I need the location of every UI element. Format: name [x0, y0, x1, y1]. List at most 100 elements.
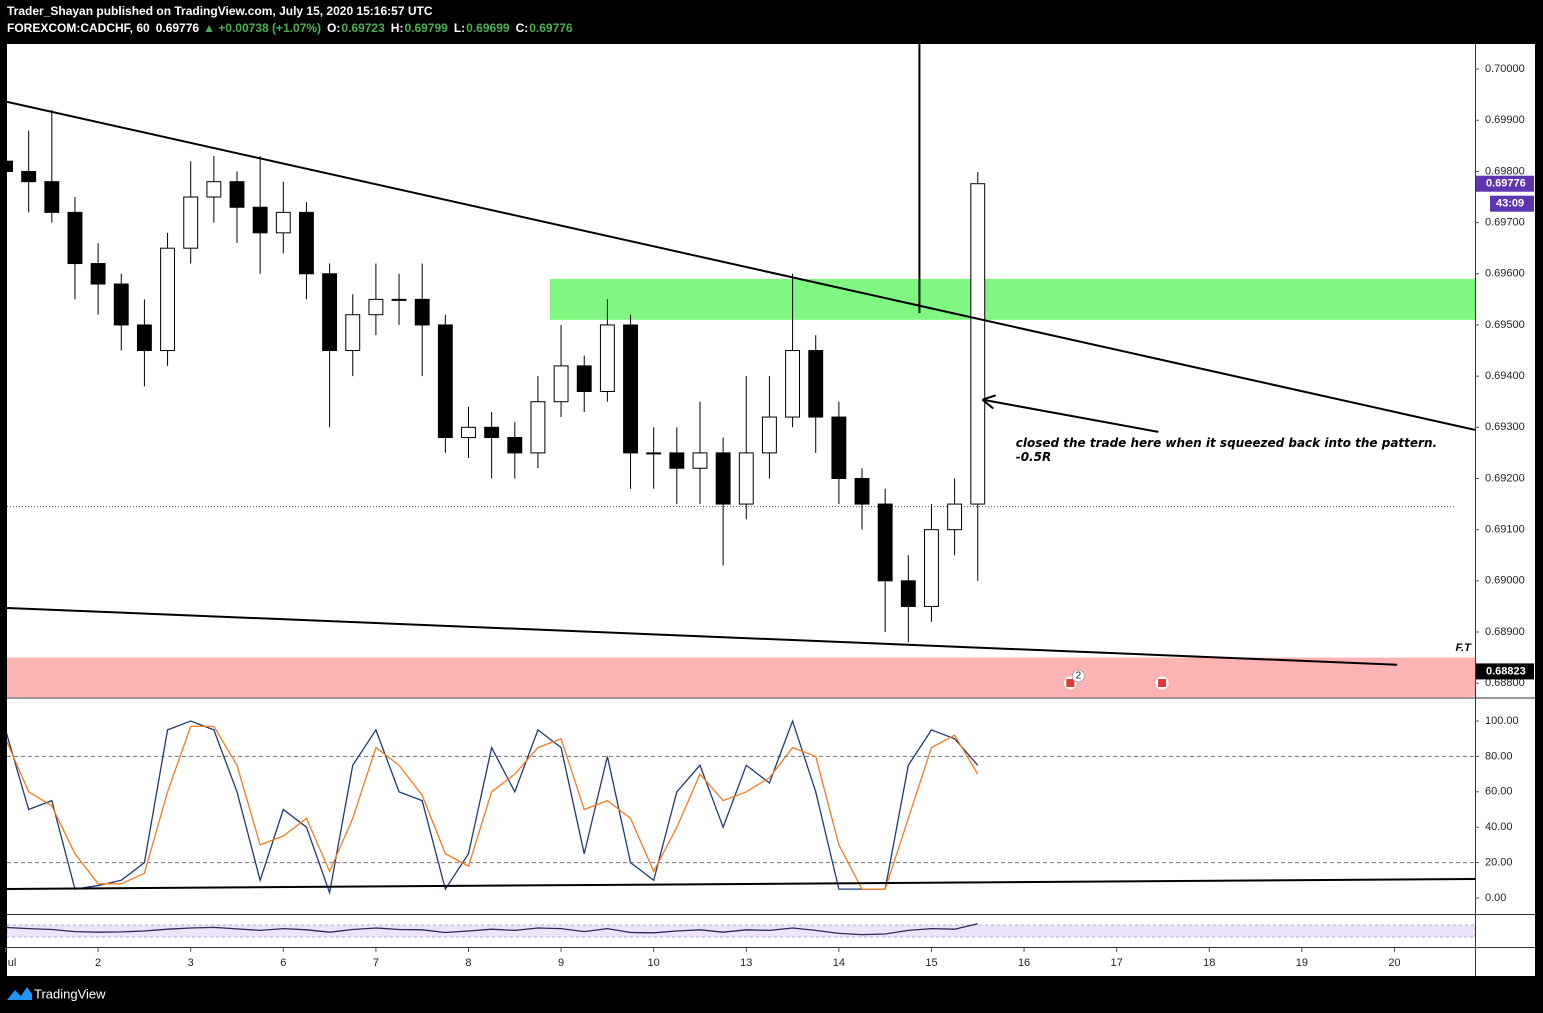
header-field: C: — [516, 21, 529, 35]
annotation: -0.5R — [1016, 450, 1051, 464]
y-tick-label: 100.00 — [1485, 715, 1519, 727]
indicator-line — [7, 923, 978, 936]
candle-body — [692, 452, 708, 469]
candle-body — [970, 183, 986, 505]
countdown-box — [1490, 195, 1534, 212]
x-tick-label: 18 — [1203, 957, 1215, 969]
candle-body — [229, 181, 245, 208]
y-tick-label: 0.68900 — [1485, 626, 1525, 638]
zone — [549, 278, 1475, 320]
y-tick-label: 0.69300 — [1485, 421, 1525, 433]
trendline — [7, 100, 1475, 431]
x-tick-label: 17 — [1111, 957, 1123, 969]
candle-body — [90, 263, 106, 285]
candle-body — [576, 365, 592, 392]
header-field: O: — [327, 21, 340, 35]
price-pane: closed the trade here when it squeezed b… — [7, 44, 1475, 697]
candle-body — [437, 324, 453, 439]
y-tick-label: 0.69000 — [1485, 575, 1525, 587]
last-price-box — [1476, 175, 1534, 192]
chart-area — [7, 44, 1535, 976]
arrow — [982, 398, 1159, 433]
candle-body — [160, 247, 176, 352]
candle-body — [530, 401, 546, 454]
candle-body — [831, 416, 847, 479]
candle-body — [183, 196, 199, 249]
trendline — [7, 878, 1475, 890]
event-flag — [1158, 679, 1167, 687]
x-tick-label: ul — [8, 957, 17, 969]
candle-body — [553, 365, 569, 403]
candle-body — [599, 324, 615, 392]
zone — [7, 657, 1475, 697]
candle-body — [322, 273, 338, 352]
candle-body — [414, 298, 430, 326]
x-tick-label: 6 — [280, 957, 286, 969]
candle-body — [252, 206, 268, 234]
ft-note: F.T — [1456, 642, 1473, 654]
candle-body — [113, 283, 129, 326]
candle-body — [924, 529, 939, 607]
candle-body — [206, 181, 222, 198]
candle-body — [623, 324, 638, 454]
brand: TradingView — [34, 986, 106, 1001]
arrow-head — [982, 394, 997, 401]
y-tick-label: 0.68800 — [1485, 677, 1525, 689]
header-field: L: — [454, 21, 465, 35]
x-tick-label: 15 — [925, 957, 937, 969]
candle-body — [947, 503, 963, 531]
candle-body — [646, 452, 662, 455]
y-tick-label: 0.69500 — [1485, 319, 1525, 331]
candle-body — [669, 452, 685, 469]
candle-body — [808, 350, 824, 418]
candle-body — [345, 314, 361, 352]
y-tick-label: 40.00 — [1485, 821, 1513, 833]
indicator-pane — [7, 719, 1475, 896]
y-tick-label: 0.69100 — [1485, 524, 1525, 536]
y-tick-label: 0.69200 — [1485, 472, 1525, 484]
countdown: 43:09 — [1496, 198, 1524, 210]
x-tick-label: 14 — [833, 957, 845, 969]
candle-body — [368, 298, 384, 316]
header-field: 0.69776 — [529, 21, 573, 35]
indicator-pane — [7, 923, 1475, 938]
candle-body — [507, 437, 523, 454]
y-tick-label: 0.69600 — [1485, 268, 1525, 280]
candle-body — [900, 580, 916, 607]
indicator-line — [7, 725, 979, 890]
candle-body — [785, 350, 801, 418]
indicator-line — [7, 719, 979, 896]
y-tick-label: 0.69700 — [1485, 217, 1525, 229]
header-field: 0.69799 — [404, 21, 448, 35]
candle-body — [715, 452, 731, 505]
event-badge-bg — [1071, 669, 1085, 683]
y-tick-label: 0.69400 — [1485, 370, 1525, 382]
annotation: closed the trade here when it squeezed b… — [1016, 436, 1437, 450]
header-field: 0.69699 — [466, 21, 510, 35]
trendline — [7, 606, 1398, 666]
candle-body — [877, 503, 893, 582]
y-tick-label: 0.00 — [1485, 892, 1506, 904]
candle-body — [275, 211, 291, 234]
candle-body — [136, 324, 152, 352]
header-field: H: — [391, 21, 404, 35]
header-field: 0.69723 — [341, 21, 385, 35]
event-flag — [1066, 679, 1075, 687]
candle-body — [391, 298, 407, 301]
x-tick-label: 3 — [188, 957, 194, 969]
x-tick-label: 2 — [95, 957, 101, 969]
candle-body — [299, 211, 314, 275]
candle-body — [854, 477, 870, 505]
arrow-head — [981, 398, 994, 410]
y-tick-label: 80.00 — [1485, 750, 1513, 762]
y-tick-label: 60.00 — [1485, 786, 1513, 798]
marker-price-box — [1476, 663, 1534, 680]
candle-body — [21, 170, 37, 183]
x-tick-label: 13 — [740, 957, 752, 969]
y-tick-label: 0.69800 — [1485, 165, 1525, 177]
x-tick-label: 20 — [1388, 957, 1400, 969]
x-tick-label: 10 — [648, 957, 660, 969]
header-field: FOREXCOM:CADCHF, 60 — [7, 21, 150, 35]
x-tick-label: 7 — [373, 957, 379, 969]
